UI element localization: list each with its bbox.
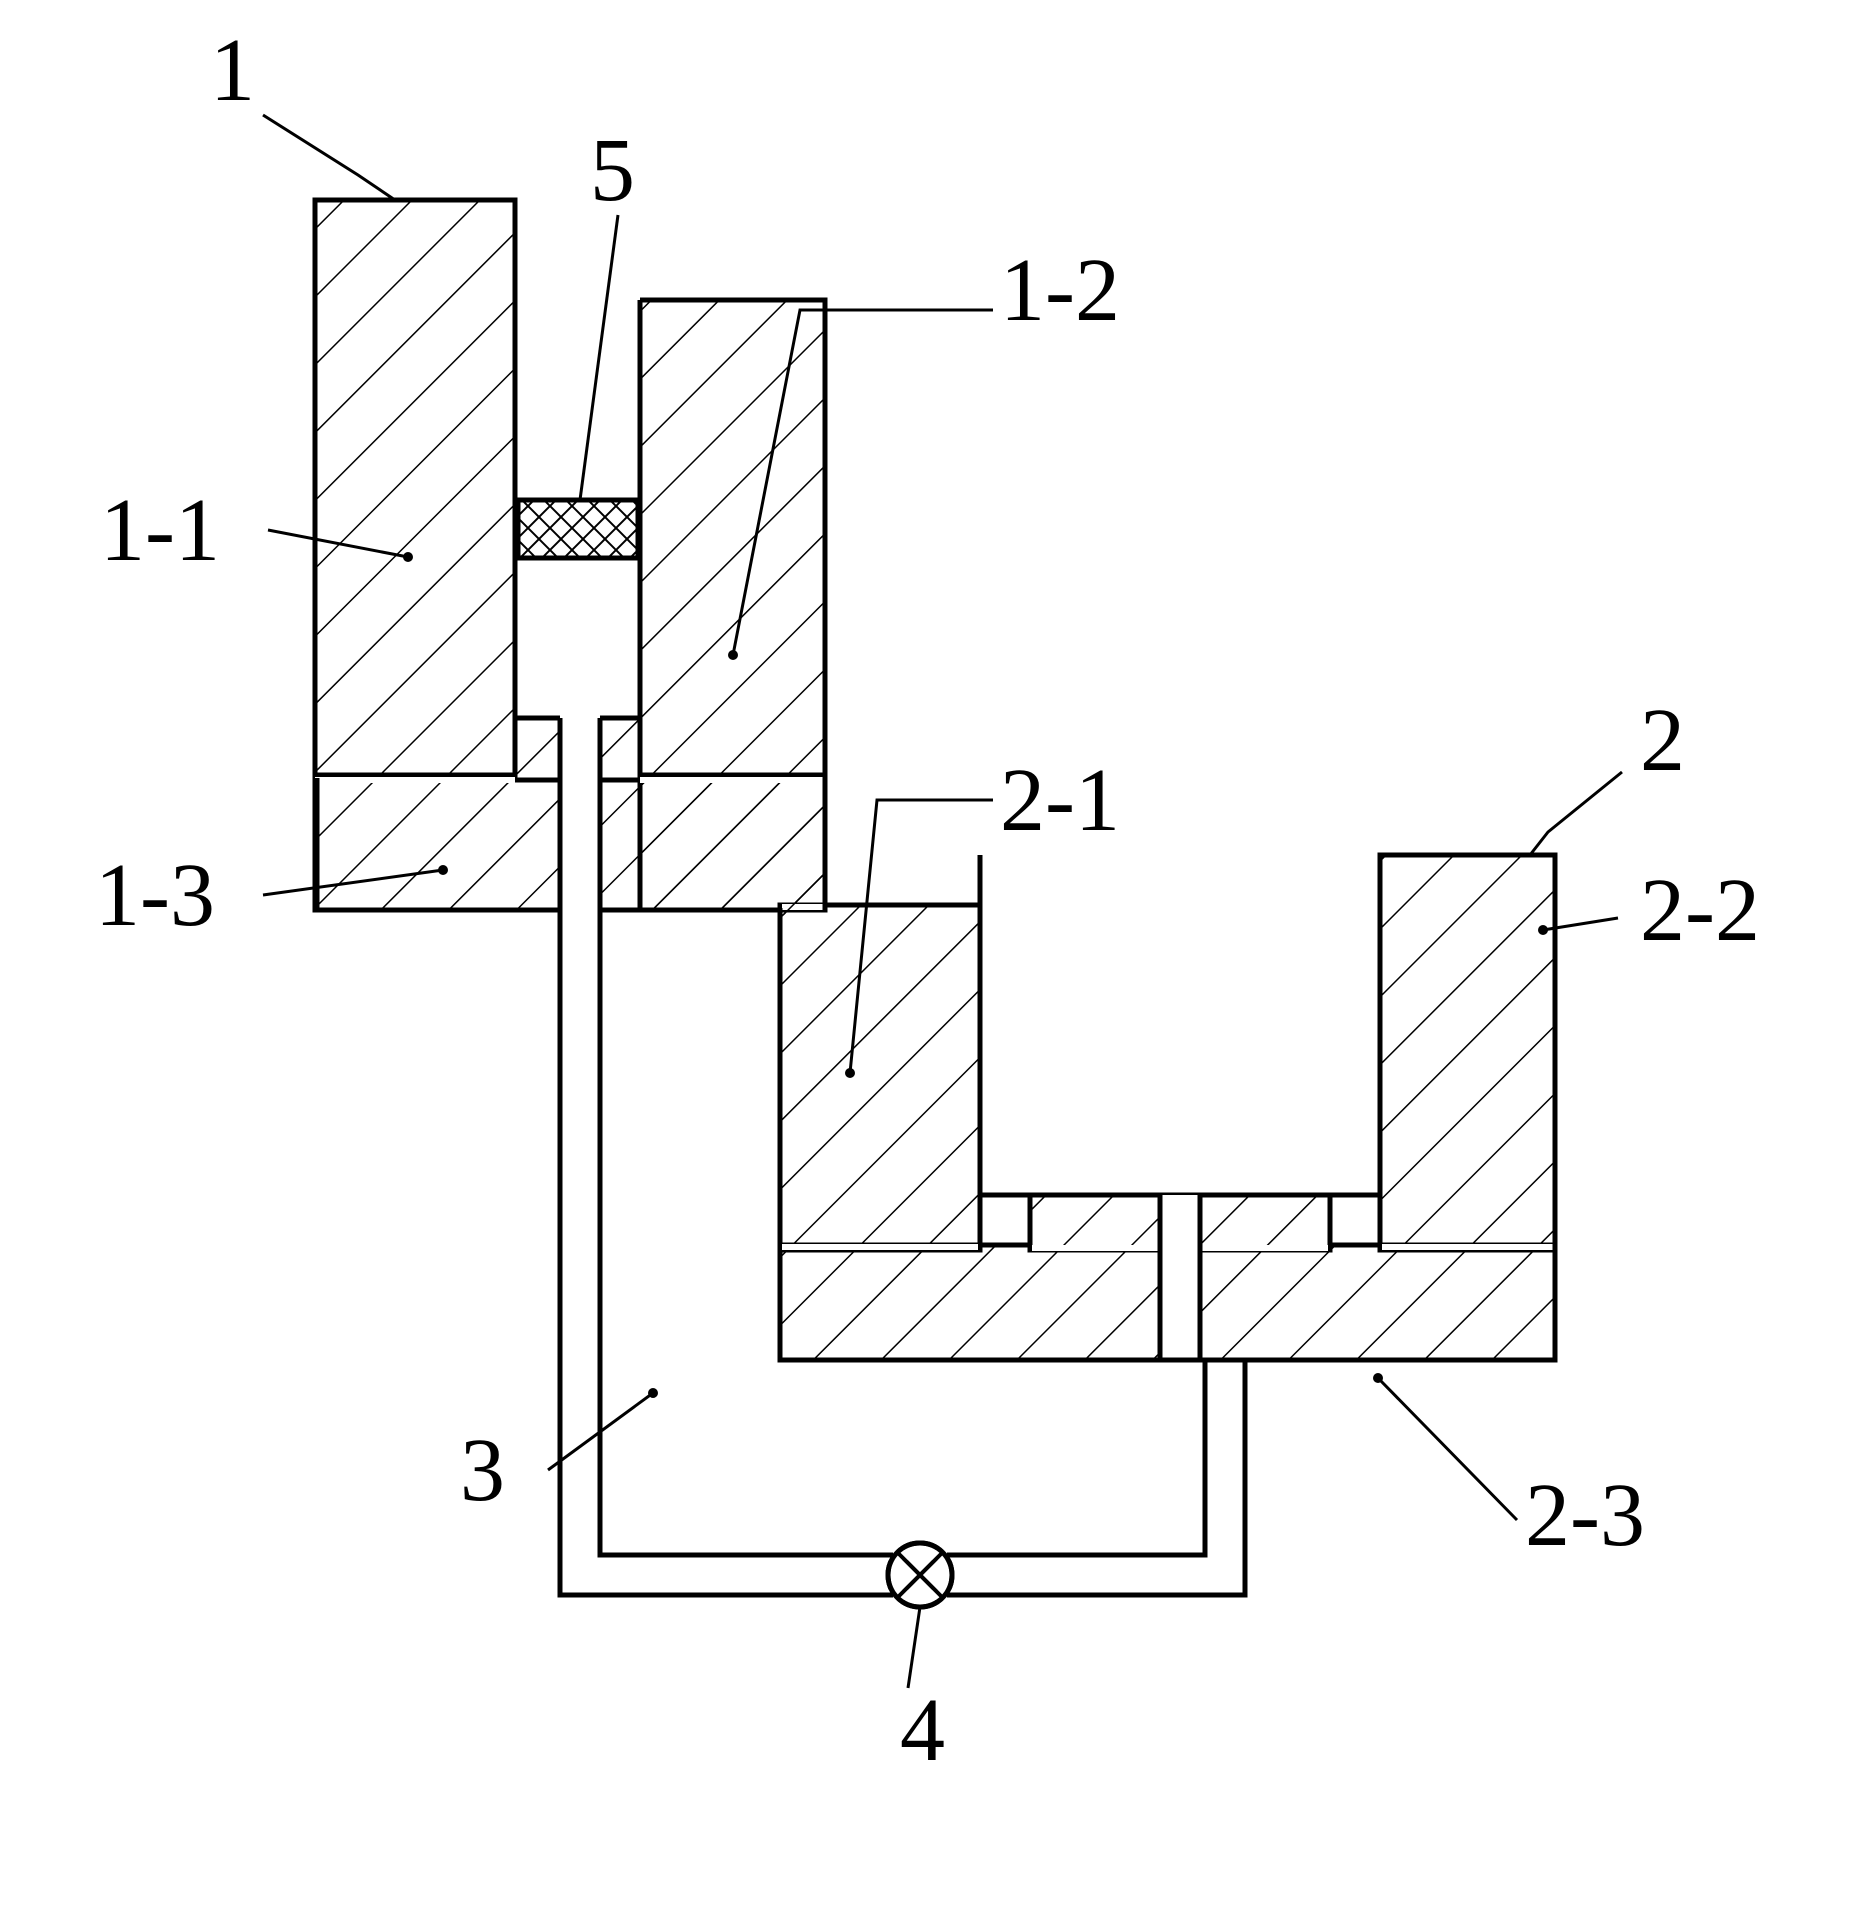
leader-1 bbox=[263, 115, 395, 200]
label-2: 2 bbox=[1640, 691, 1685, 790]
part-5 bbox=[518, 500, 638, 558]
label-2-1: 2-1 bbox=[1000, 751, 1120, 850]
part-2-throat bbox=[1160, 1195, 1200, 1363]
leader-4 bbox=[908, 1607, 920, 1688]
label-2-3: 2-3 bbox=[1525, 1466, 1645, 1565]
label-3: 3 bbox=[460, 1421, 505, 1520]
label-2-2: 2-2 bbox=[1640, 861, 1760, 960]
label-4: 4 bbox=[900, 1681, 945, 1780]
label-1-3: 1-3 bbox=[95, 846, 215, 945]
part-1-well bbox=[515, 200, 640, 720]
leader-2-3 bbox=[1378, 1378, 1517, 1520]
diagram-canvas: 1 5 1-2 1-1 2 1-3 2-1 2-2 3 2-3 4 bbox=[0, 0, 1872, 1915]
label-1-2: 1-2 bbox=[1000, 241, 1120, 340]
label-1: 1 bbox=[210, 21, 255, 120]
label-1-1: 1-1 bbox=[100, 481, 220, 580]
label-5: 5 bbox=[590, 121, 635, 220]
part-1-1 bbox=[315, 200, 515, 780]
part-1-throat bbox=[560, 718, 600, 913]
part-2-1 bbox=[780, 905, 980, 1250]
leader-2 bbox=[1530, 772, 1622, 855]
part-2-well bbox=[980, 855, 1380, 1195]
part-2-2 bbox=[1380, 855, 1555, 1250]
